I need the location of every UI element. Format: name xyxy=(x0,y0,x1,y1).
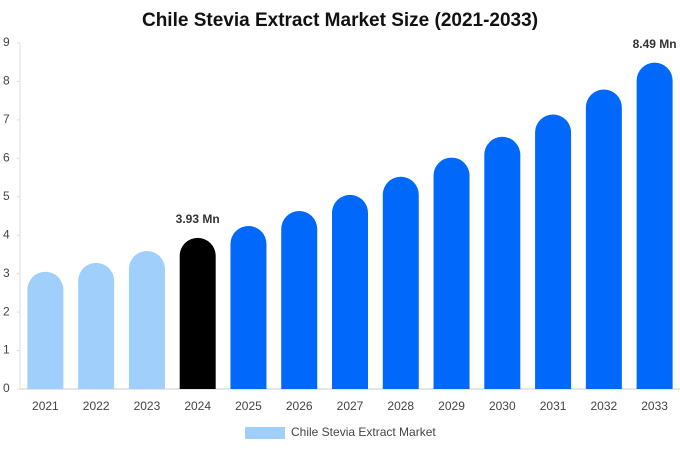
legend-label: Chile Stevia Extract Market xyxy=(291,425,436,439)
x-tick-label: 2026 xyxy=(286,399,313,413)
bar xyxy=(332,194,368,389)
bar xyxy=(281,211,318,389)
x-tick-label: 2028 xyxy=(387,399,414,413)
bar xyxy=(382,176,419,389)
bar xyxy=(433,157,470,389)
x-tick-label: 2023 xyxy=(134,399,161,413)
y-tick-label: 9 xyxy=(3,35,10,49)
y-tick-label: 2 xyxy=(3,304,10,318)
y-tick-label: 0 xyxy=(3,381,10,395)
bar xyxy=(636,62,673,390)
bar xyxy=(27,271,64,389)
x-tick-label: 2021 xyxy=(32,399,59,413)
legend-swatch xyxy=(245,427,285,439)
x-tick-label: 2027 xyxy=(337,399,364,413)
y-tick-label: 1 xyxy=(3,343,10,357)
x-tick-label: 2029 xyxy=(438,399,465,413)
y-tick-label: 7 xyxy=(3,112,10,126)
y-tick-label: 8 xyxy=(3,74,10,88)
x-tick-label: 2031 xyxy=(540,399,567,413)
bar xyxy=(78,262,115,389)
bar xyxy=(484,136,521,389)
value-label: 3.93 Mn xyxy=(176,212,220,226)
x-tick-label: 2032 xyxy=(590,399,617,413)
bar xyxy=(128,250,165,389)
bar xyxy=(179,237,216,389)
x-tick-label: 2033 xyxy=(641,399,668,413)
x-tick-label: 2022 xyxy=(83,399,110,413)
bar xyxy=(230,225,267,389)
y-tick-label: 4 xyxy=(3,227,10,241)
value-label: 8.49 Mn xyxy=(633,37,677,51)
bar xyxy=(535,114,572,390)
x-tick-label: 2025 xyxy=(235,399,262,413)
chart-title: Chile Stevia Extract Market Size (2021-2… xyxy=(142,10,538,31)
y-tick-label: 6 xyxy=(3,151,10,165)
x-tick-label: 2024 xyxy=(184,399,211,413)
y-tick-label: 5 xyxy=(3,189,10,203)
x-tick-label: 2030 xyxy=(489,399,516,413)
bar xyxy=(585,89,622,390)
y-tick-label: 3 xyxy=(3,266,10,280)
